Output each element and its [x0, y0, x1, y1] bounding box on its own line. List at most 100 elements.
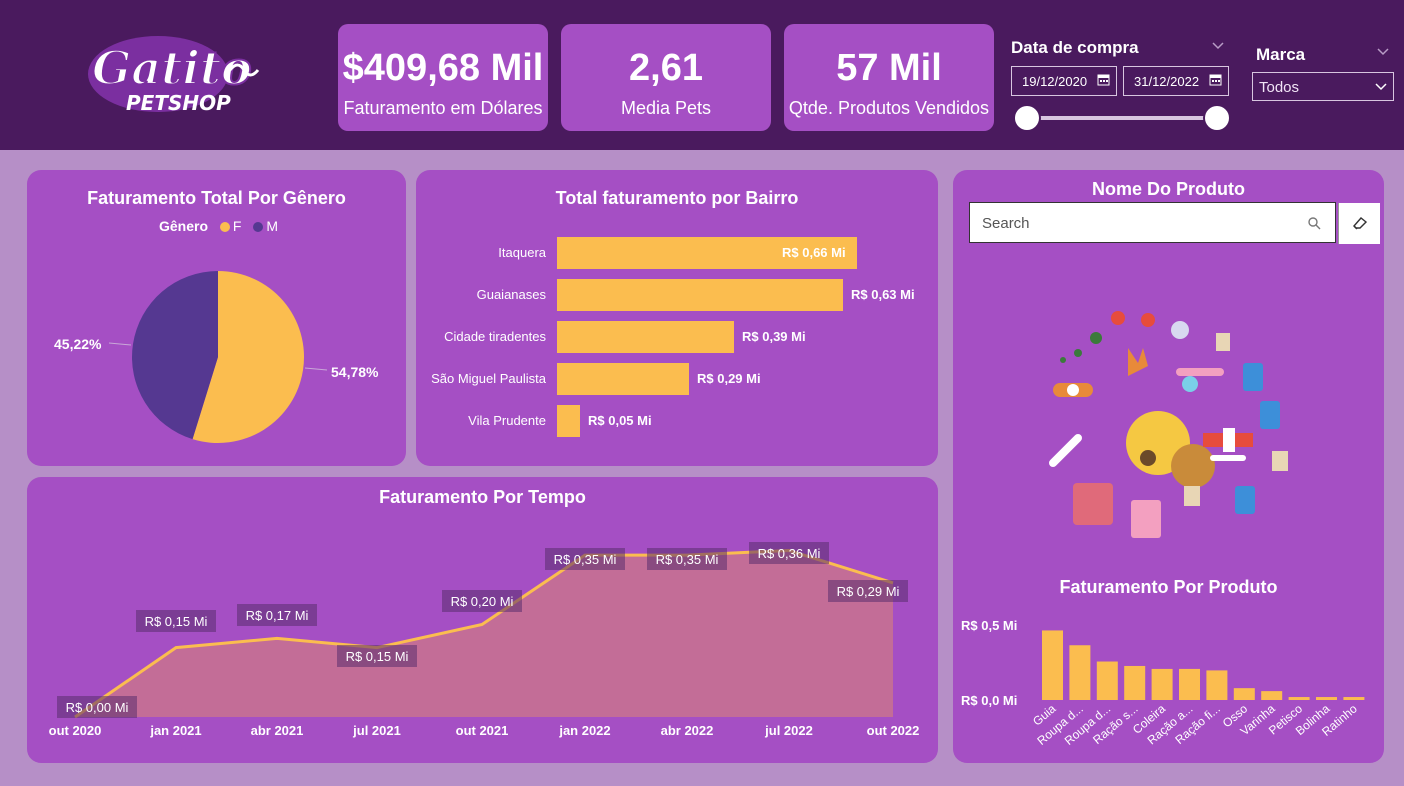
calendar-icon[interactable] — [1209, 73, 1222, 86]
produto-panel: Nome Do Produto Search Fatur — [953, 170, 1384, 763]
data-label-bg — [442, 590, 522, 612]
clear-selection-button[interactable] — [1338, 203, 1380, 244]
bar-category-label: Guaianases — [476, 287, 546, 302]
bar-row: Itaquera R$ 0,66 Mi — [416, 237, 938, 269]
x-tick-label: out 2021 — [456, 723, 509, 738]
data-label: R$ 0,17 Mi — [246, 608, 309, 623]
data-label-bg — [749, 542, 829, 564]
bar[interactable] — [557, 321, 734, 353]
data-label-bg — [136, 610, 216, 632]
tempo-panel: Faturamento Por Tempo out 2020 jan 2021 ab… — [27, 477, 938, 763]
area-chart: out 2020 jan 2021 abr 2021 jul 2021 out 2021… — [49, 542, 920, 738]
x-tick-label: abr 2021 — [251, 723, 304, 738]
x-tick-label: jan 2021 — [149, 723, 201, 738]
kpi-card-media-pets: 2,61 Media Pets — [561, 24, 771, 131]
chevron-down-icon[interactable] — [1377, 46, 1389, 58]
product-search-input[interactable]: Search — [969, 202, 1380, 244]
pet-products-illustration — [1049, 311, 1288, 538]
panel-title: Nome Do Produto — [1092, 179, 1245, 199]
bar-row: São Miguel Paulista R$ 0,29 Mi — [416, 363, 938, 395]
x-tick-label: jan 2022 — [558, 723, 610, 738]
pie-slice-f[interactable] — [192, 271, 304, 443]
bar[interactable] — [1316, 697, 1337, 700]
chevron-down-icon[interactable] — [1375, 81, 1387, 93]
genero-panel: Faturamento Total Por Gênero Gênero F M … — [27, 170, 406, 466]
data-label: R$ 0,15 Mi — [145, 614, 208, 629]
bar[interactable] — [1042, 630, 1063, 700]
kpi-value: $409,68 Mil — [342, 47, 544, 89]
x-tick-label: out 2022 — [867, 723, 920, 738]
bar[interactable] — [1124, 665, 1146, 700]
data-label-bg — [545, 548, 625, 570]
bar-category-label: São Miguel Paulista — [431, 371, 546, 386]
marca-selected-value: Todos — [1259, 79, 1300, 96]
date-range-start-handle[interactable] — [1013, 104, 1041, 132]
marca-slicer-title: Marca — [1256, 45, 1306, 64]
bar[interactable] — [557, 279, 843, 311]
bar-row: Vila Prudente R$ 0,05 Mi — [416, 405, 938, 437]
date-end-input[interactable]: 31/12/2022 — [1123, 66, 1229, 96]
y-tick-label: R$ 0,5 Mi — [961, 618, 1017, 633]
chart-title: Faturamento Por Produto — [1059, 577, 1278, 597]
legend-title: Gênero — [159, 218, 209, 234]
data-label-bg — [57, 696, 137, 718]
bairro-panel: Total faturamento por Bairro Itaquera R$ … — [416, 170, 938, 466]
bar[interactable] — [1233, 688, 1255, 700]
data-label-bg — [647, 548, 727, 570]
kpi-value: 2,61 — [629, 47, 703, 89]
x-tick-label: out 2020 — [49, 723, 102, 738]
bar[interactable] — [1069, 645, 1091, 700]
data-label: R$ 0,35 Mi — [554, 552, 617, 567]
date-start-value: 19/12/2020 — [1022, 74, 1088, 89]
bar[interactable] — [557, 237, 857, 269]
bar-row: Guaianases R$ 0,63 Mi — [416, 279, 938, 311]
area-fill — [75, 550, 893, 717]
kpi-card-faturamento: $409,68 Mil Faturamento em Dólares — [338, 24, 548, 131]
legend-dot-f — [219, 222, 230, 233]
logo-sub-text: PETSHOP — [126, 91, 231, 115]
pie-leader-line — [304, 367, 328, 371]
bar[interactable] — [1096, 661, 1118, 700]
bar-data-label: R$ 0,29 Mi — [697, 371, 761, 386]
chart-legend: Gênero F M — [159, 218, 278, 234]
pie-label-f: 54,78% — [331, 364, 379, 380]
date-range-slider-track[interactable] — [1027, 116, 1218, 120]
bar-data-label: R$ 0,05 Mi — [588, 413, 652, 428]
bar[interactable] — [557, 363, 689, 395]
data-label: R$ 0,15 Mi — [346, 649, 409, 664]
bar[interactable] — [1206, 670, 1228, 700]
kpi-value: 57 Mil — [836, 47, 942, 89]
panel-title: Total faturamento por Bairro — [555, 188, 799, 208]
pie-slice-m[interactable] — [132, 271, 218, 440]
calendar-icon[interactable] — [1097, 73, 1110, 86]
x-tick-label: jul 2021 — [352, 723, 401, 738]
data-label: R$ 0,00 Mi — [66, 700, 129, 715]
legend-label-f: F — [232, 218, 242, 234]
eraser-icon — [1353, 217, 1368, 230]
bar[interactable] — [1151, 668, 1173, 700]
bar-category-label: Itaquera — [498, 245, 546, 260]
bar[interactable] — [557, 405, 580, 437]
pie-leader-line — [108, 342, 132, 346]
data-label: R$ 0,20 Mi — [451, 594, 514, 609]
marca-dropdown[interactable]: Todos — [1252, 72, 1394, 101]
kpi-label: Qtde. Produtos Vendidos — [788, 98, 990, 118]
bar[interactable] — [1288, 697, 1310, 700]
search-icon[interactable] — [1308, 217, 1321, 230]
date-slicer-title: Data de compra — [1011, 38, 1139, 57]
date-start-input[interactable]: 19/12/2020 — [1011, 66, 1117, 96]
bar-data-label: R$ 0,39 Mi — [742, 329, 806, 344]
pie-chart — [108, 271, 328, 443]
data-label-bg — [237, 604, 317, 626]
bar[interactable] — [1261, 691, 1283, 700]
date-range-end-handle[interactable] — [1203, 104, 1231, 132]
data-label: R$ 0,35 Mi — [656, 552, 719, 567]
bar[interactable] — [1343, 697, 1365, 700]
bar-row: Cidade tiradentes R$ 0,39 Mi — [416, 321, 938, 353]
bar-data-label: R$ 0,63 Mi — [851, 287, 915, 302]
panel-title: Faturamento Por Tempo — [379, 487, 586, 507]
bar[interactable] — [1179, 668, 1200, 700]
date-end-value: 31/12/2022 — [1134, 74, 1200, 89]
chevron-down-icon[interactable] — [1212, 40, 1224, 52]
